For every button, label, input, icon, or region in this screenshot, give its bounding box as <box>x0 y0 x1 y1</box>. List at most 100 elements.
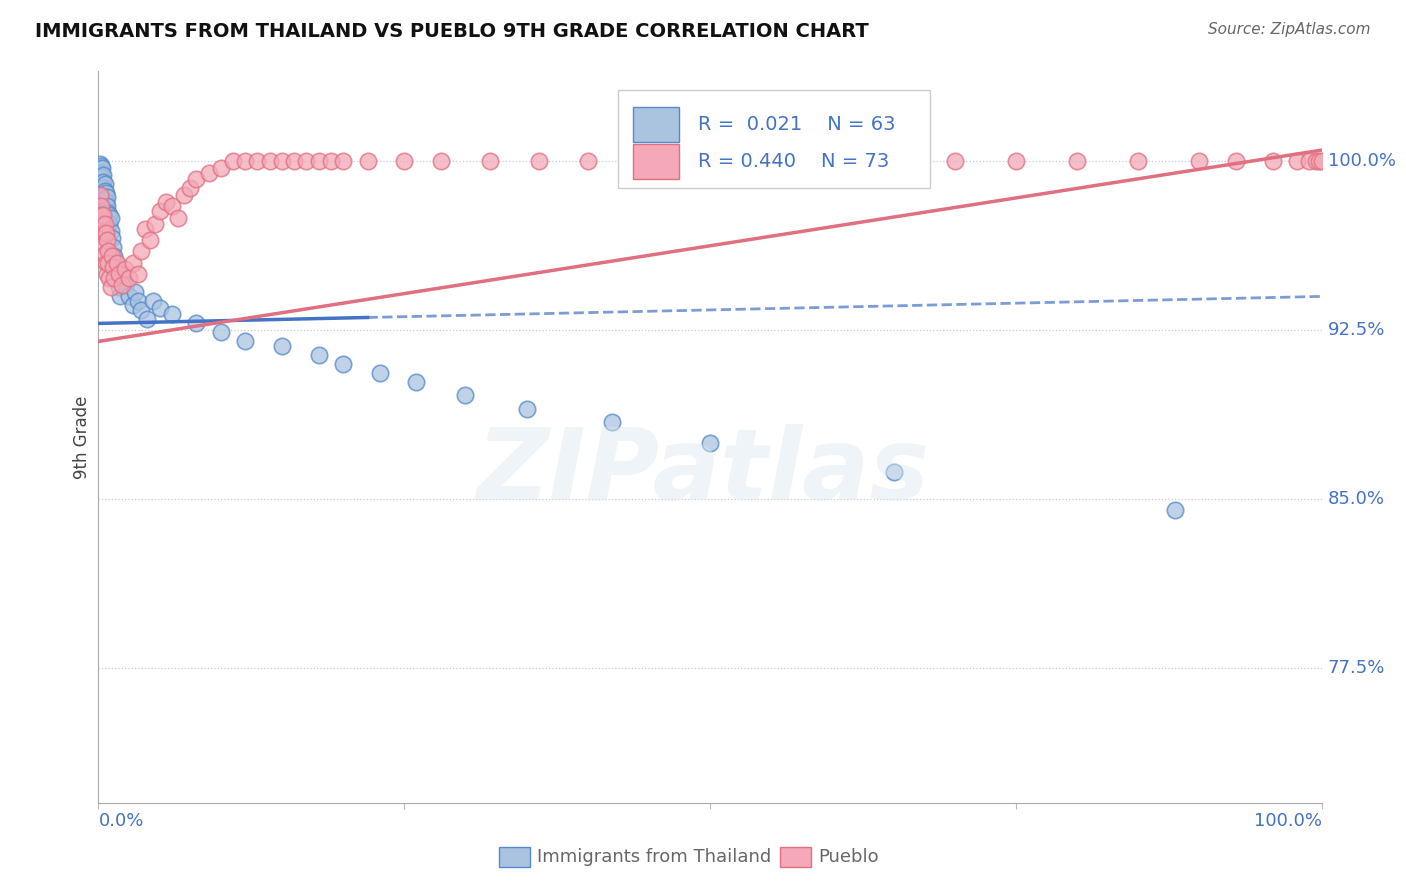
Point <box>97 244 120 259</box>
Point <box>883 465 905 479</box>
Point <box>97 215 120 229</box>
Point <box>101 231 124 245</box>
Point <box>167 211 190 225</box>
Point <box>98 218 121 232</box>
Point <box>94 194 117 209</box>
Point <box>233 154 256 169</box>
Point <box>127 293 149 308</box>
Point <box>101 260 124 275</box>
Text: 85.0%: 85.0% <box>1327 490 1385 508</box>
Text: 100.0%: 100.0% <box>1327 153 1396 170</box>
Point <box>392 154 416 169</box>
Point <box>186 172 208 186</box>
Y-axis label: 9th Grade: 9th Grade <box>73 395 91 479</box>
Text: Pueblo: Pueblo <box>818 848 879 866</box>
Point <box>405 375 427 389</box>
Text: 100.0%: 100.0% <box>1254 812 1322 830</box>
Point <box>91 184 114 198</box>
Point <box>1004 154 1026 169</box>
Point <box>93 184 115 198</box>
Point <box>186 317 208 331</box>
Point <box>270 339 294 353</box>
Point <box>89 156 111 170</box>
Point <box>127 267 149 281</box>
Point <box>105 265 128 279</box>
Point <box>93 193 115 207</box>
Text: 77.5%: 77.5% <box>1327 659 1385 677</box>
Point <box>883 154 905 169</box>
Point <box>943 154 966 169</box>
Point <box>173 188 195 202</box>
Point <box>118 271 141 285</box>
Point <box>96 233 118 247</box>
Point <box>1261 154 1284 169</box>
Point <box>101 249 124 263</box>
Point <box>90 166 112 180</box>
Point <box>108 280 131 294</box>
Point <box>259 154 281 169</box>
Point <box>121 298 143 312</box>
Point <box>94 186 117 200</box>
Point <box>1310 154 1333 169</box>
Point <box>91 208 114 222</box>
Point <box>1066 154 1088 169</box>
Point <box>114 262 136 277</box>
Point <box>97 206 120 220</box>
Point <box>246 154 269 169</box>
Point <box>91 170 114 185</box>
Point <box>179 181 201 195</box>
Point <box>1188 154 1211 169</box>
Point <box>108 267 131 281</box>
Point <box>356 154 378 169</box>
Point <box>308 154 330 169</box>
Point <box>91 161 114 175</box>
Point <box>209 161 232 175</box>
Point <box>319 154 342 169</box>
Point <box>105 255 128 269</box>
Point <box>761 154 783 169</box>
Point <box>90 159 112 173</box>
Point <box>97 255 120 269</box>
Point <box>155 194 177 209</box>
Point <box>90 199 112 213</box>
Point <box>1128 154 1150 169</box>
Point <box>295 154 318 169</box>
Point <box>283 154 305 169</box>
Point <box>91 188 114 202</box>
Point <box>129 244 152 259</box>
Point <box>90 208 112 222</box>
Point <box>94 255 117 269</box>
Point <box>368 366 391 380</box>
Point <box>1298 154 1320 169</box>
Point <box>93 246 115 260</box>
Point <box>100 280 122 294</box>
Point <box>527 154 550 169</box>
Point <box>129 302 152 317</box>
Point <box>1286 154 1309 169</box>
Point <box>96 267 118 281</box>
Point <box>98 208 121 222</box>
Point <box>308 348 330 362</box>
Point <box>332 357 354 371</box>
Point <box>103 271 125 285</box>
Point <box>118 289 141 303</box>
Point <box>160 307 183 321</box>
Point <box>111 267 134 281</box>
Point <box>104 255 127 269</box>
Point <box>1225 154 1247 169</box>
Point <box>107 271 129 285</box>
Point <box>515 401 537 416</box>
Point <box>139 233 162 247</box>
Point <box>430 154 453 169</box>
Point <box>91 237 114 252</box>
Point <box>91 168 114 182</box>
Point <box>91 227 114 241</box>
Point <box>1308 154 1330 169</box>
Point <box>454 388 477 402</box>
Bar <box>633 107 679 143</box>
Point <box>149 301 172 315</box>
Point <box>100 224 122 238</box>
Point <box>100 211 122 225</box>
Point <box>332 154 354 169</box>
Point <box>699 435 721 450</box>
